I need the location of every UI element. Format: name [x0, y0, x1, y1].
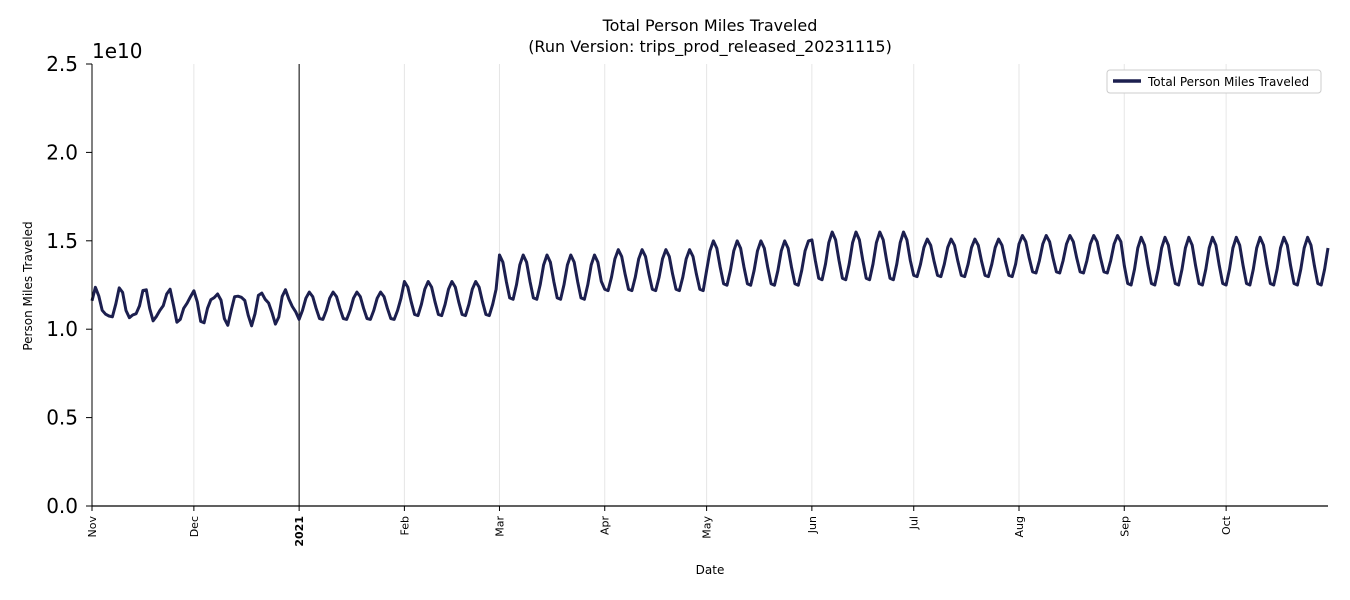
x-tick-label: Jul: [908, 516, 921, 530]
y-tick-label: 1.5: [46, 229, 78, 253]
x-tick-label: Aug: [1013, 516, 1026, 537]
y-tick-label: 2.0: [46, 140, 78, 164]
grid-layer: [91, 64, 1227, 506]
y-offset-label: 1e10: [92, 39, 142, 63]
x-tick-label: May: [701, 516, 714, 539]
x-tick-label: Nov: [86, 516, 99, 538]
x-tick-label: 2021: [293, 516, 306, 547]
series-line-total-person-miles: [90, 230, 1330, 328]
x-axis-label: Date: [696, 563, 725, 577]
legend: Total Person Miles Traveled: [1106, 69, 1322, 94]
chart-subtitle: (Run Version: trips_prod_released_202311…: [528, 37, 892, 57]
x-tick-label: Feb: [398, 516, 411, 535]
x-tick-label: Apr: [599, 516, 612, 536]
axis-layer: [91, 64, 1328, 507]
x-tick-label: Mar: [493, 516, 506, 537]
y-axis-label: Person Miles Traveled: [21, 221, 35, 350]
x-tick-label: Oct: [1220, 515, 1233, 535]
y-tick-layer: 0.0 0.5 1.0 1.5 2.0 2.5: [46, 52, 92, 518]
y-tick-label: 0.0: [46, 494, 78, 518]
x-tick-layer: Nov Dec 2021 Feb Mar Apr May Jun Jul Aug Sep Oct: [86, 506, 1233, 547]
y-tick-label: 0.5: [46, 406, 78, 430]
y-tick-label: 2.5: [46, 52, 78, 76]
y-tick-label: 1.0: [46, 317, 78, 341]
legend-entry-label: Total Person Miles Traveled: [1147, 75, 1309, 89]
x-tick-label: Sep: [1118, 516, 1131, 537]
series-layer: [90, 230, 1330, 328]
legend-frame: [1106, 69, 1322, 94]
x-tick-label: Jun: [806, 516, 819, 534]
chart-title: Total Person Miles Traveled: [602, 16, 818, 35]
x-tick-label: Dec: [188, 516, 201, 537]
